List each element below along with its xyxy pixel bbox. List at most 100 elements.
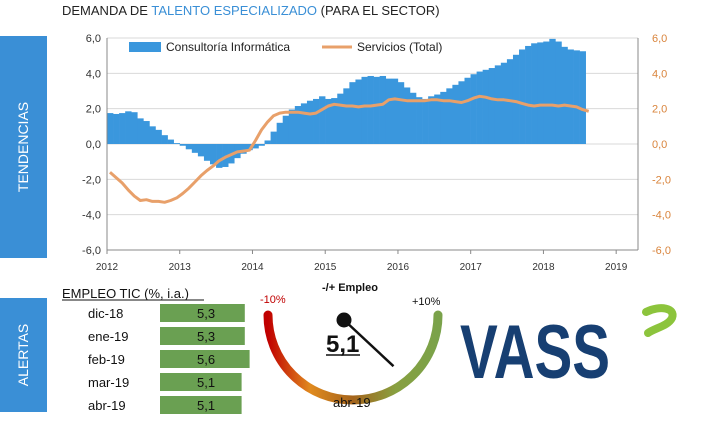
gauge-needle-hub bbox=[336, 312, 352, 328]
area-bar bbox=[543, 41, 550, 144]
gauge-month: abr-19 bbox=[333, 395, 371, 410]
area-bar bbox=[149, 126, 156, 144]
area-bar bbox=[458, 81, 465, 144]
empleo-bar bbox=[160, 327, 245, 345]
area-bar bbox=[270, 131, 277, 144]
area-bar bbox=[113, 113, 120, 144]
y-tick-left-label: 4,0 bbox=[86, 68, 101, 80]
area-bar bbox=[131, 112, 138, 144]
tendencias-label: TENDENCIAS bbox=[15, 102, 31, 192]
area-bar bbox=[428, 96, 435, 144]
area-bar bbox=[125, 111, 132, 144]
ticks-group: 6,0 4,0 2,0 0,0 -2,0 -4,0 -6,0 6,0 4,0 2,0 0,0 -2,0… bbox=[82, 33, 671, 273]
area-bar bbox=[258, 144, 265, 146]
chart-title-part3: (PARA EL SECTOR) bbox=[317, 3, 440, 18]
area-bar bbox=[519, 49, 526, 144]
empleo-header: EMPLEO TIC (%, i.a.) bbox=[62, 286, 189, 301]
area-bar bbox=[537, 42, 544, 144]
x-tick-label: 2014 bbox=[241, 262, 264, 273]
alertas-label: ALERTAS bbox=[15, 324, 31, 387]
gauge-min-label: -10% bbox=[260, 294, 286, 306]
area-bar bbox=[107, 113, 114, 144]
area-bar bbox=[379, 75, 387, 144]
area-bar bbox=[197, 144, 205, 157]
area-bar bbox=[203, 144, 211, 161]
x-tick-label: 2019 bbox=[605, 262, 628, 273]
area-bar bbox=[409, 92, 417, 144]
area-bar bbox=[488, 68, 496, 144]
line-series-group bbox=[109, 94, 590, 204]
alertas-side-panel bbox=[0, 298, 47, 412]
vass-logo-accent-icon bbox=[642, 304, 677, 337]
y-tick-right-label: -4,0 bbox=[652, 210, 671, 222]
area-bar bbox=[282, 115, 290, 144]
empleo-value: 5,1 bbox=[197, 375, 215, 390]
area-bar bbox=[167, 139, 174, 144]
area-bar bbox=[337, 93, 344, 144]
tendencias-side-panel bbox=[0, 36, 47, 258]
area-bar bbox=[367, 75, 374, 144]
empleo-month: abr-19 bbox=[88, 398, 126, 413]
area-bar bbox=[155, 129, 162, 144]
area-bar bbox=[246, 144, 253, 151]
area-bar bbox=[434, 94, 441, 144]
area-bar bbox=[216, 144, 223, 168]
area-bar bbox=[579, 51, 586, 144]
gauge-value: 5,1 bbox=[326, 331, 359, 358]
y-tick-right-label: -2,0 bbox=[652, 174, 671, 186]
area-bar bbox=[355, 79, 362, 144]
y-tick-left-label: -4,0 bbox=[82, 210, 101, 222]
y-tick-right-label: 4,0 bbox=[652, 68, 667, 80]
area-bar bbox=[119, 113, 126, 144]
area-bar bbox=[555, 41, 562, 144]
area-bar bbox=[416, 97, 423, 144]
gauge-title: -/+ Empleo bbox=[322, 282, 378, 294]
x-tick-label: 2017 bbox=[460, 262, 483, 273]
area-bar bbox=[210, 144, 217, 165]
area-bar bbox=[319, 96, 326, 144]
area-bar bbox=[185, 144, 193, 150]
area-bar bbox=[482, 69, 490, 144]
area-bar bbox=[561, 46, 568, 145]
area-bar bbox=[573, 50, 580, 144]
y-tick-left-label: -2,0 bbox=[82, 174, 101, 186]
empleo-month: ene-19 bbox=[88, 329, 128, 344]
empleo-value: 5,3 bbox=[197, 329, 215, 344]
empleo-bar bbox=[160, 304, 245, 322]
area-bar bbox=[476, 71, 483, 144]
y-tick-left-label: -6,0 bbox=[82, 245, 101, 257]
area-bar bbox=[403, 87, 411, 144]
y-tick-left-label: 2,0 bbox=[86, 104, 101, 116]
area-bar bbox=[240, 144, 247, 154]
axes-group bbox=[106, 38, 639, 251]
empleo-month: feb-19 bbox=[88, 352, 125, 367]
area-bar bbox=[531, 43, 538, 144]
area-bar bbox=[549, 38, 556, 145]
area-bar bbox=[306, 100, 314, 144]
area-bar bbox=[525, 45, 532, 145]
area-bar bbox=[349, 82, 356, 144]
y-tick-right-label: -6,0 bbox=[652, 245, 671, 257]
area-bar bbox=[464, 77, 471, 144]
area-bar bbox=[222, 144, 229, 167]
area-bar bbox=[313, 98, 320, 144]
chart-title: DEMANDA DE TALENTO ESPECIALIZADO (PARA E… bbox=[62, 3, 440, 18]
vass-logo: VASS bbox=[460, 304, 677, 395]
area-bar bbox=[300, 103, 308, 144]
area-bar bbox=[494, 65, 502, 144]
legend: Consultoría Informática Servicios (Total… bbox=[129, 40, 442, 54]
empleo-month: mar-19 bbox=[88, 375, 129, 390]
area-bar bbox=[385, 78, 393, 144]
gauge-needle bbox=[343, 319, 395, 368]
area-bar bbox=[294, 106, 302, 144]
area-bar bbox=[179, 144, 187, 146]
y-tick-left-label: 0,0 bbox=[86, 139, 101, 151]
y-tick-right-label: 6,0 bbox=[652, 33, 667, 45]
area-bar bbox=[343, 88, 350, 144]
x-tick-label: 2015 bbox=[314, 262, 337, 273]
y-tick-right-label: 2,0 bbox=[652, 104, 667, 116]
chart-title-part1: DEMANDA DE bbox=[62, 3, 151, 18]
area-bar bbox=[137, 118, 144, 144]
area-bar bbox=[500, 62, 508, 144]
